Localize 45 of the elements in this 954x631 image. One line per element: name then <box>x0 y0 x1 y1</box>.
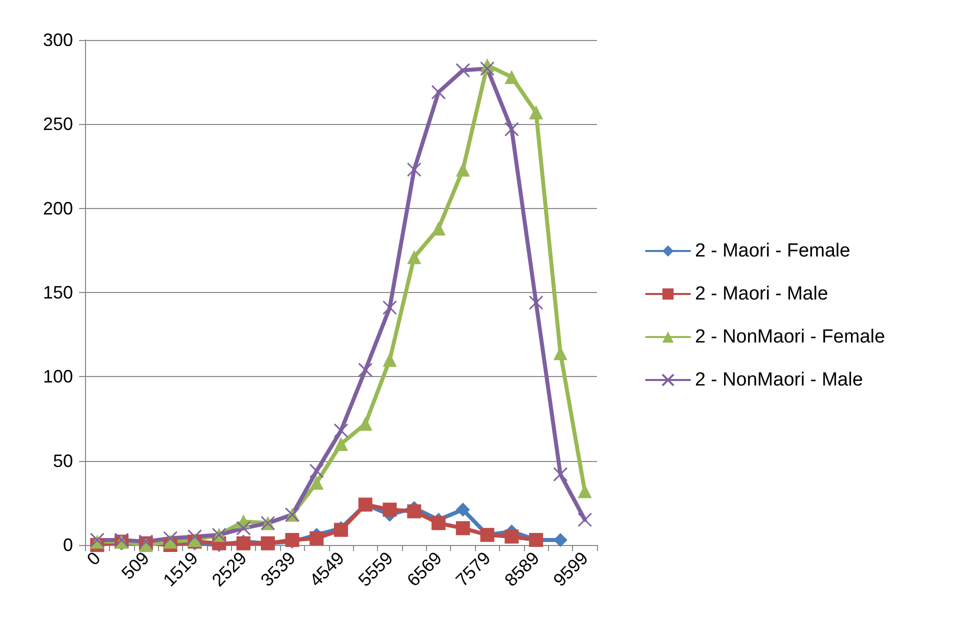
point <box>504 122 519 136</box>
point <box>358 362 373 378</box>
point <box>529 105 544 120</box>
y-tick-label: 0 <box>62 535 73 555</box>
y-tick-label: 200 <box>42 198 73 218</box>
point <box>528 295 544 310</box>
legend-label: 2 - Maori - Male <box>695 284 828 304</box>
point <box>309 464 324 478</box>
point <box>382 300 398 315</box>
y-tick-label: 100 <box>42 366 73 387</box>
point <box>456 162 470 177</box>
point <box>578 512 592 527</box>
point <box>456 521 470 536</box>
point <box>310 531 324 546</box>
point <box>407 504 422 518</box>
y-tick-label: 150 <box>42 282 73 302</box>
point <box>236 520 251 536</box>
x-tick-label: 509 <box>118 548 154 584</box>
point <box>382 502 397 517</box>
point <box>456 63 470 78</box>
point <box>504 530 519 544</box>
point <box>456 502 470 517</box>
point <box>358 416 372 431</box>
point <box>187 529 202 544</box>
point <box>407 250 422 264</box>
point <box>504 70 519 84</box>
point <box>310 476 324 490</box>
point <box>578 484 592 498</box>
point <box>334 423 348 438</box>
y-tick-label: 50 <box>52 450 73 471</box>
y-tick-label: 300 <box>42 30 73 50</box>
legend-label: 2 - NonMaori - Female <box>695 326 886 348</box>
point <box>334 437 348 451</box>
point <box>480 61 495 76</box>
point <box>382 352 397 367</box>
y-tick-label: 250 <box>42 114 73 134</box>
legend-label: 2 - NonMaori - Male <box>695 370 863 390</box>
point <box>431 84 446 100</box>
point <box>432 222 446 236</box>
point <box>163 531 178 546</box>
point <box>553 467 568 482</box>
point <box>406 162 422 177</box>
point <box>432 516 446 530</box>
legend-label: 2 - Maori - Female <box>695 240 850 262</box>
x-tick-label: 0 <box>83 548 104 570</box>
